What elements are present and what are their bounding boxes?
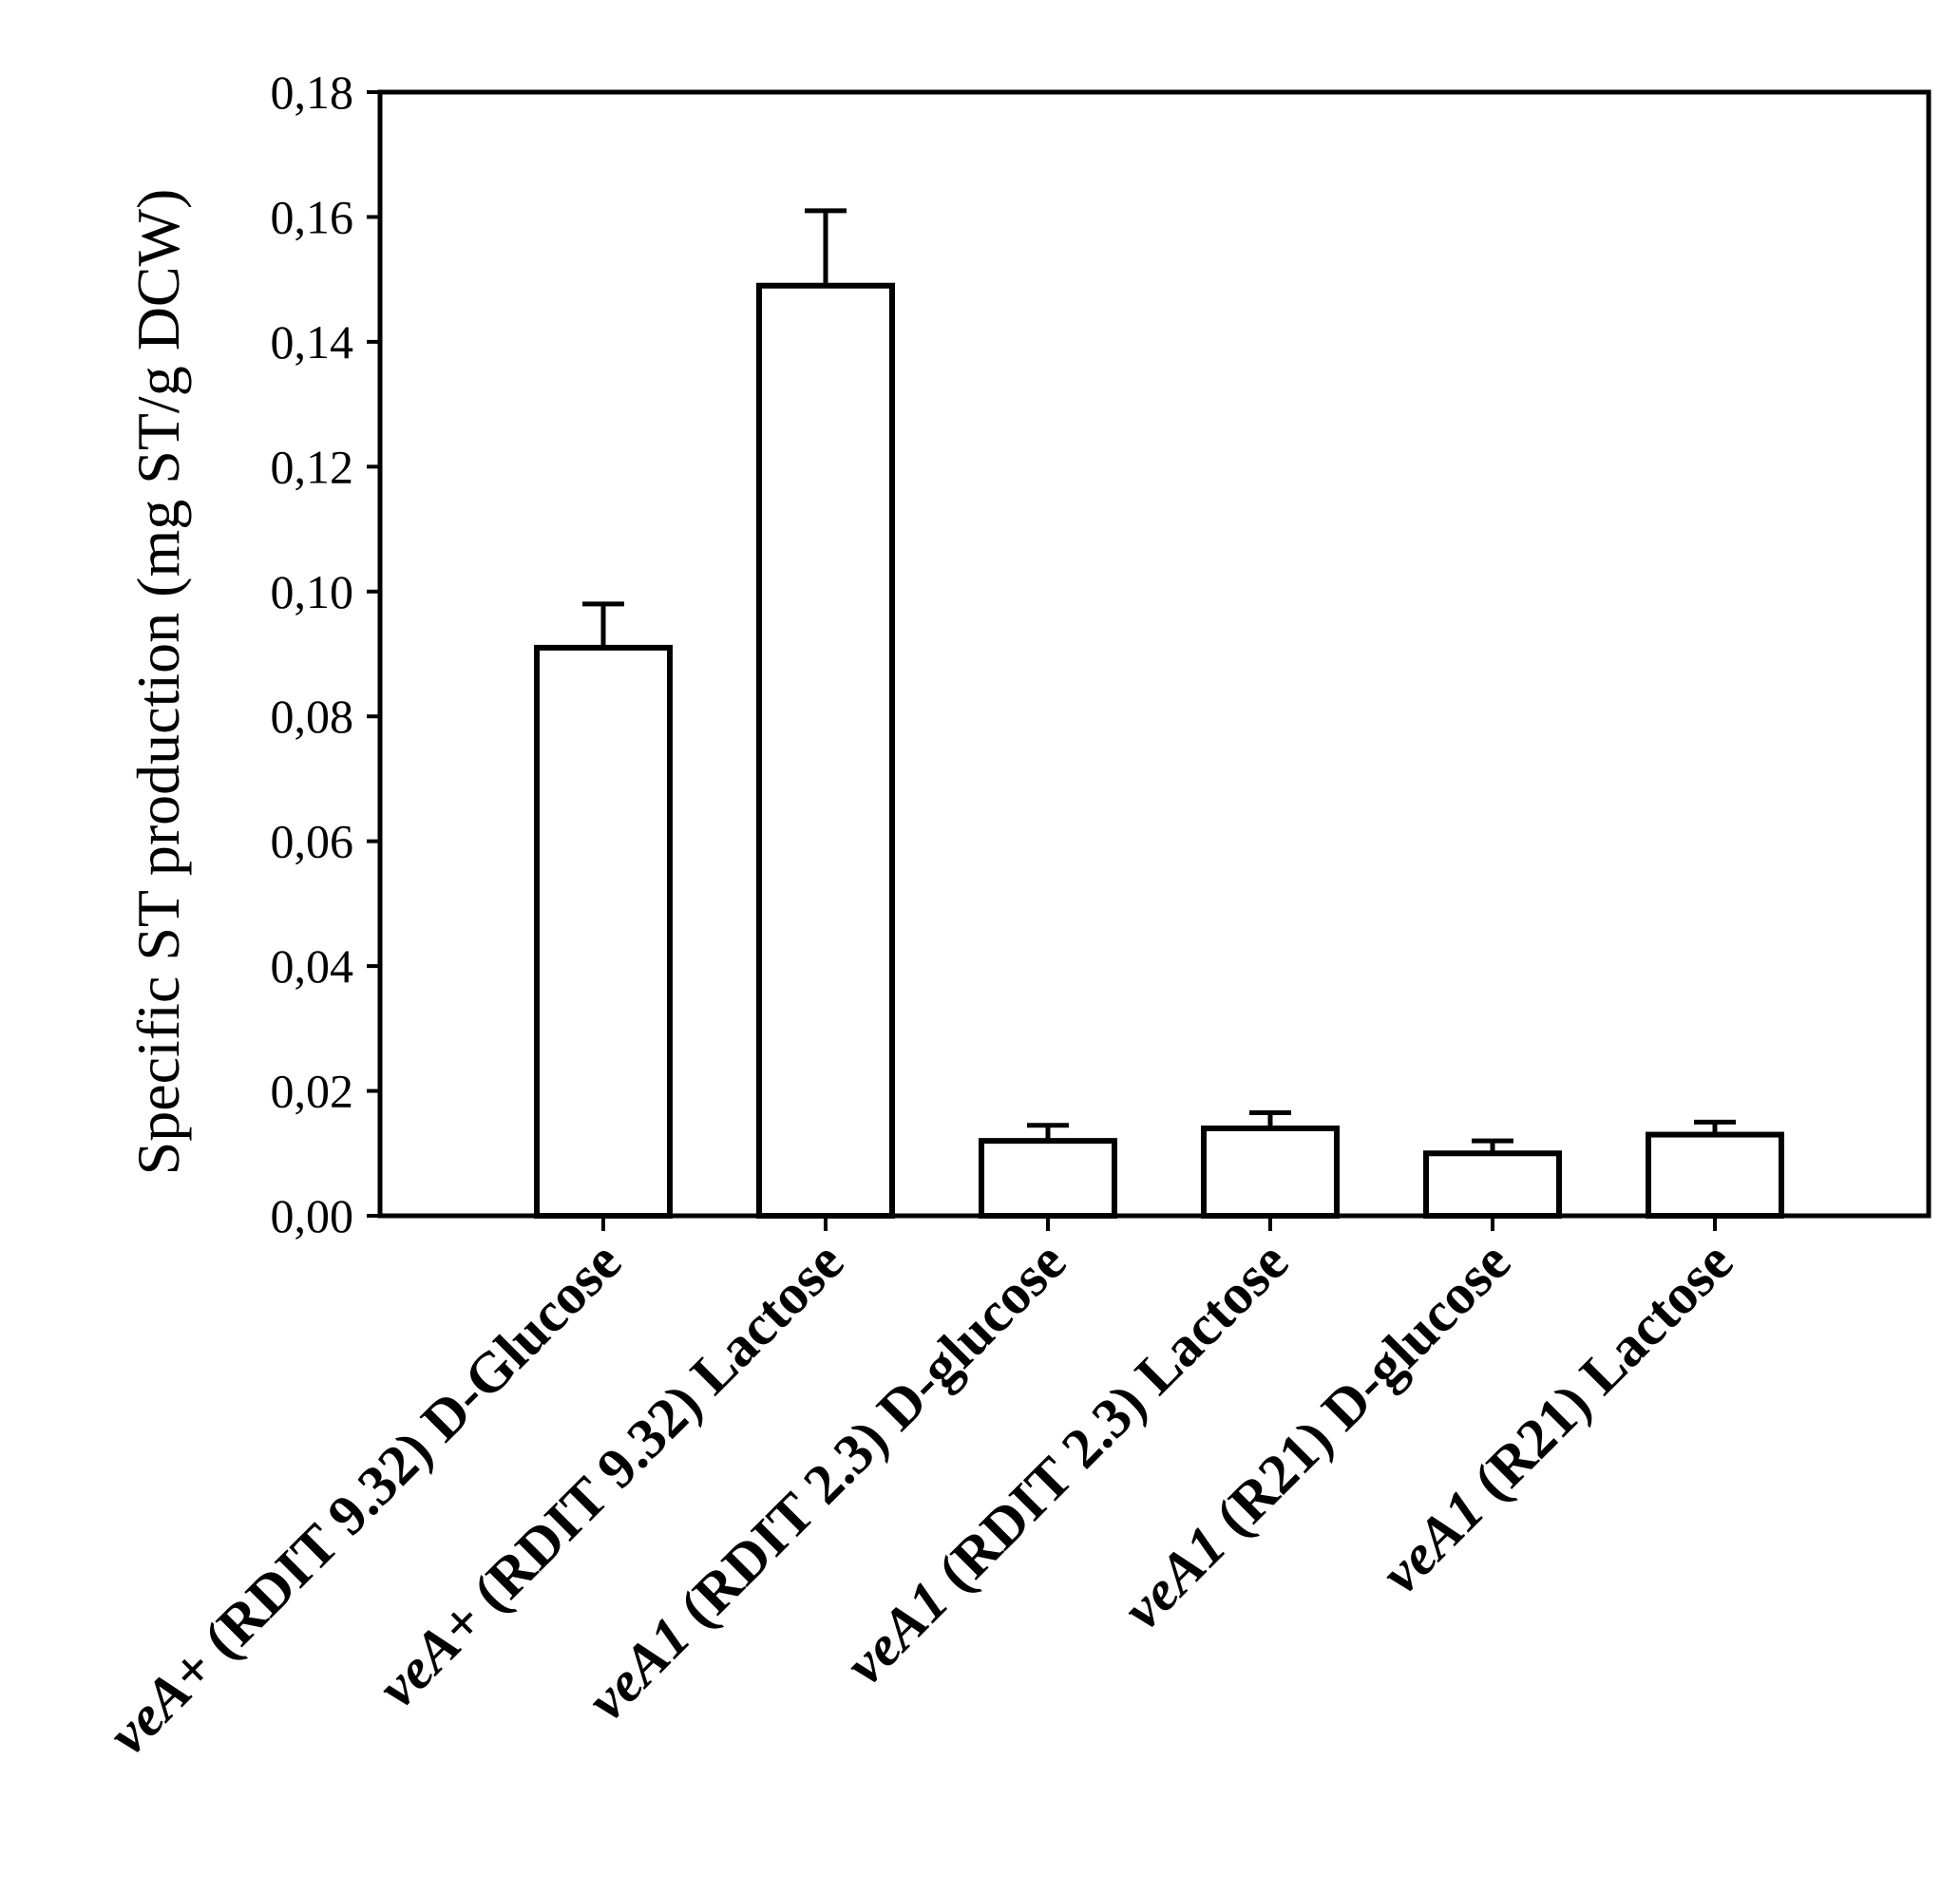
y-tick-label: 0,10	[271, 565, 354, 618]
y-axis-title: Specific ST production (mg ST/g DCW)	[124, 189, 192, 1176]
bar	[756, 282, 895, 1219]
plot-frame	[377, 89, 1931, 1219]
y-tick-label: 0,08	[271, 690, 354, 743]
bar	[979, 1138, 1117, 1219]
bar	[1423, 1150, 1562, 1220]
x-category-label: veA1 (RDIT 2.3) Lactose	[833, 1230, 1300, 1696]
bar	[534, 644, 673, 1219]
y-tick-label: 0,16	[271, 190, 354, 243]
x-category-label: veA1 (R21) D-glucose	[1111, 1230, 1522, 1641]
x-category-label-text: + (RDIT 9.32) D-Glucose	[159, 1230, 633, 1704]
x-category-label-text: (RDIT 2.3) D-glucose	[657, 1230, 1077, 1650]
x-category-label-text: + (RDIT 9.32) Lactose	[428, 1230, 856, 1657]
y-tick-label: 0,06	[271, 815, 354, 868]
x-category-label: veA+ (RDIT 9.32) Lactose	[366, 1230, 855, 1719]
y-tick-label: 0,04	[271, 939, 354, 993]
y-tick-label: 0,00	[271, 1189, 354, 1242]
y-tick-label: 0,12	[271, 440, 354, 493]
y-tick-label: 0,14	[271, 315, 354, 369]
x-category-label: veA1 (RDIT 2.3) D-glucose	[575, 1230, 1077, 1732]
y-tick-label: 0,02	[271, 1065, 354, 1118]
bar	[1201, 1125, 1340, 1219]
bar	[1646, 1131, 1784, 1220]
x-category-label-text: (RDIT 2.3) Lactose	[916, 1230, 1300, 1614]
y-tick-label: 0,18	[271, 66, 354, 119]
